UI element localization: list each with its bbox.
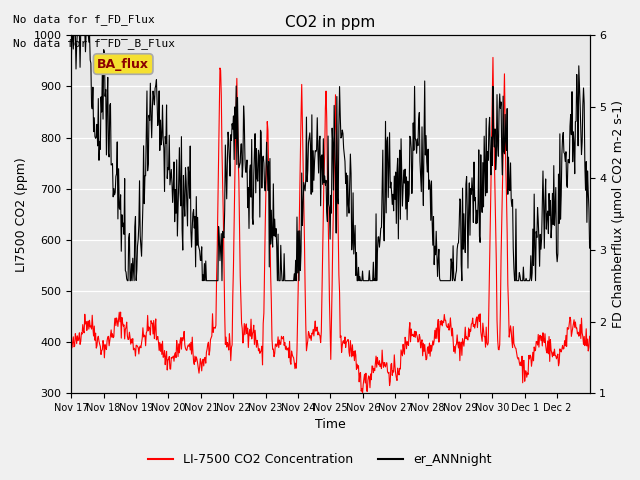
Y-axis label: LI7500 CO2 (ppm): LI7500 CO2 (ppm) <box>15 157 28 272</box>
Y-axis label: FD Chamberflux (µmol CO2 m-2 s-1): FD Chamberflux (µmol CO2 m-2 s-1) <box>612 100 625 328</box>
Legend: LI-7500 CO2 Concentration, er_ANNnight: LI-7500 CO2 Concentration, er_ANNnight <box>143 448 497 471</box>
Text: BA_flux: BA_flux <box>97 58 149 71</box>
Title: CO2 in ppm: CO2 in ppm <box>285 15 376 30</box>
Text: No data for f_FD_Flux: No data for f_FD_Flux <box>13 14 154 25</box>
Text: No data for f̅FD̅_B_Flux: No data for f̅FD̅_B_Flux <box>13 38 175 49</box>
X-axis label: Time: Time <box>315 419 346 432</box>
